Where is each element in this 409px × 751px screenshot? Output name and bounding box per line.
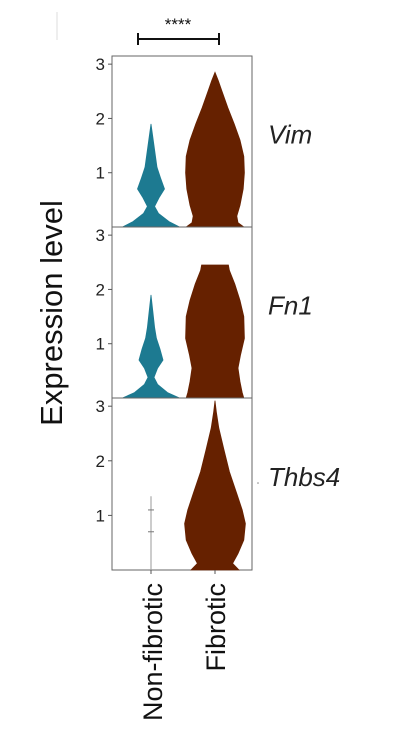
y-tick-label-fn1-3: 3 [96,226,105,245]
y-tick-label-thbs4-1: 1 [96,506,105,525]
y-tick-label-vim-3: 3 [96,55,105,74]
y-tick-label-fn1-2: 2 [96,280,105,299]
violin-vim-fibrotic [184,71,246,228]
y-tick-label-fn1-1: 1 [96,335,105,354]
significance-label: **** [165,15,192,34]
panel-frame-thbs4 [111,397,253,571]
y-tick-label-vim-1: 1 [96,164,105,183]
x-category-label-fibrotic: Fibrotic [201,583,231,672]
decorative-dot [257,482,259,484]
significance-bracket: **** [137,15,220,45]
gene-label-vim: Vim [268,120,312,150]
y-tick-label-thbs4-3: 3 [96,397,105,416]
y-tick-label-vim-2: 2 [96,109,105,128]
y-tick-label-thbs4-2: 2 [96,452,105,471]
violin-vim-non-fibrotic [122,123,180,228]
gene-label-fn1: Fn1 [268,291,313,321]
y-axis-label: Expression level [34,200,69,426]
violin-thbs4-fibrotic [184,400,246,571]
violin-fn1-fibrotic [185,264,245,399]
violin-fn1-non-fibrotic [122,294,180,399]
x-category-label-non-fibrotic: Non-fibrotic [138,583,168,721]
gene-label-thbs4: Thbs4 [268,462,340,492]
